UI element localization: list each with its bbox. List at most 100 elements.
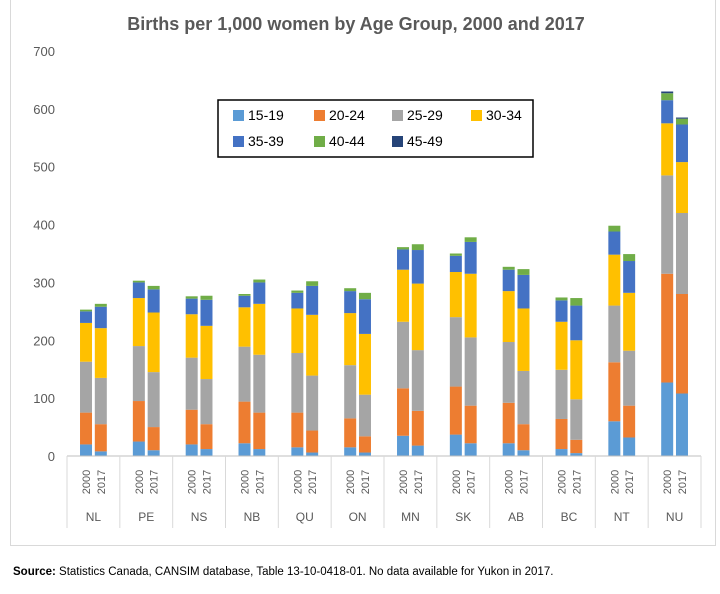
bar-segment-nl-2000-15-19 bbox=[80, 444, 93, 456]
bar-segment-pe-2000-30-34 bbox=[132, 298, 145, 347]
bar-segment-mn-2000-15-19 bbox=[397, 435, 410, 456]
bar-segment-mn-2000-20-24 bbox=[397, 388, 410, 436]
bar-segment-ab-2017-25-29 bbox=[517, 370, 530, 425]
bar-segment-ns-2000-40-44 bbox=[185, 296, 198, 299]
legend-label: 35-39 bbox=[248, 133, 284, 149]
bar-segment-nb-2000-20-24 bbox=[238, 401, 251, 444]
x-tick-label-year: 2017 bbox=[413, 470, 425, 494]
x-tick-label-year: 2017 bbox=[624, 470, 636, 494]
bar-segment-mn-2017-25-29 bbox=[411, 350, 424, 411]
bar-segment-on-2000-35-39 bbox=[344, 291, 357, 314]
x-tick-label-year: 2000 bbox=[504, 470, 516, 494]
bar-segment-qu-2017-40-44 bbox=[306, 281, 319, 286]
bar-segment-sk-2017-35-39 bbox=[464, 241, 477, 274]
bar-segment-nu-2017-40-44 bbox=[675, 118, 688, 125]
bar-segment-nb-2000-30-34 bbox=[238, 307, 251, 347]
x-tick-label-year: 2017 bbox=[307, 470, 319, 494]
x-tick-label-year: 2017 bbox=[254, 470, 266, 494]
bar-segment-bc-2000-35-39 bbox=[555, 300, 568, 322]
bar-segment-nt-2000-25-29 bbox=[608, 305, 621, 363]
bar-segment-on-2000-20-24 bbox=[344, 418, 357, 448]
bar-segment-nl-2017-20-24 bbox=[94, 424, 107, 452]
x-tick-label-year: 2000 bbox=[451, 470, 463, 494]
bar-segment-ns-2000-30-34 bbox=[185, 314, 198, 358]
bar-segment-mn-2000-35-39 bbox=[397, 249, 410, 270]
bar-segment-ab-2000-15-19 bbox=[502, 443, 515, 456]
bar-segment-bc-2017-20-24 bbox=[570, 439, 583, 454]
bar-segment-pe-2017-40-44 bbox=[147, 285, 160, 290]
bar-segment-ns-2017-35-39 bbox=[200, 299, 213, 326]
legend-swatch bbox=[392, 110, 403, 121]
bar-segment-nu-2000-15-19 bbox=[661, 382, 674, 456]
legend-label: 15-19 bbox=[248, 107, 284, 123]
bar-segment-nu-2017-15-19 bbox=[675, 393, 688, 456]
x-tick-label-year: 2000 bbox=[345, 470, 357, 494]
bar-segment-on-2017-15-19 bbox=[358, 452, 371, 456]
y-tick-label: 600 bbox=[33, 102, 55, 117]
bar-segment-on-2017-40-44 bbox=[358, 292, 371, 300]
bar-segment-ns-2017-40-44 bbox=[200, 295, 213, 300]
bar-segment-nl-2000-35-39 bbox=[80, 311, 93, 323]
bar-segment-ab-2000-30-34 bbox=[502, 291, 515, 343]
bar-segment-qu-2017-15-19 bbox=[306, 452, 319, 456]
bar-segment-ab-2017-30-34 bbox=[517, 308, 530, 371]
bar-segment-nl-2017-25-29 bbox=[94, 377, 107, 425]
bar-segment-nb-2000-15-19 bbox=[238, 443, 251, 456]
legend-label: 45-49 bbox=[407, 133, 443, 149]
x-tick-label-year: 2017 bbox=[677, 470, 689, 494]
x-tick-label-year: 2000 bbox=[292, 470, 304, 494]
bar-segment-mn-2017-40-44 bbox=[411, 244, 424, 251]
bar-segment-ab-2000-40-44 bbox=[502, 266, 515, 270]
bar-segment-mn-2017-30-34 bbox=[411, 283, 424, 351]
bar-segment-on-2000-15-19 bbox=[344, 447, 357, 456]
bar-segment-nb-2000-35-39 bbox=[238, 295, 251, 308]
x-group-label: QU bbox=[296, 510, 314, 524]
bar-segment-sk-2017-25-29 bbox=[464, 337, 477, 406]
x-tick-label-year: 2000 bbox=[662, 470, 674, 494]
bar-segment-ab-2000-35-39 bbox=[502, 269, 515, 292]
x-tick-label-year: 2000 bbox=[557, 470, 569, 494]
y-tick-label: 500 bbox=[33, 160, 55, 175]
bar-segment-nt-2000-40-44 bbox=[608, 225, 621, 232]
bar-segment-qu-2000-15-19 bbox=[291, 447, 304, 456]
bar-segment-bc-2000-25-29 bbox=[555, 369, 568, 419]
bar-segment-ab-2000-20-24 bbox=[502, 402, 515, 444]
bar-segment-pe-2000-20-24 bbox=[132, 401, 145, 442]
bar-segment-nb-2017-35-39 bbox=[253, 282, 266, 304]
bar-segment-ns-2017-15-19 bbox=[200, 449, 213, 456]
bar-segment-nb-2017-30-34 bbox=[253, 303, 266, 355]
bar-segment-sk-2000-20-24 bbox=[449, 386, 462, 435]
bar-segment-nu-2017-20-24 bbox=[675, 294, 688, 394]
bar-segment-nu-2017-25-29 bbox=[675, 213, 688, 294]
x-tick-label-year: 2000 bbox=[609, 470, 621, 494]
bar-segment-nl-2017-40-44 bbox=[94, 303, 107, 307]
source-note: Source: Statistics Canada, CANSIM databa… bbox=[13, 566, 553, 578]
bar-segment-qu-2017-30-34 bbox=[306, 314, 319, 376]
stacked-bar-chart: Births per 1,000 women by Age Group, 200… bbox=[33, 14, 702, 528]
bar-segment-on-2017-35-39 bbox=[358, 299, 371, 334]
bar-segment-sk-2017-40-44 bbox=[464, 237, 477, 242]
x-tick-label-year: 2017 bbox=[149, 470, 161, 494]
legend-label: 30-34 bbox=[486, 107, 522, 123]
bar-segment-sk-2000-30-34 bbox=[449, 272, 462, 318]
bar-segment-nt-2000-35-39 bbox=[608, 231, 621, 255]
bar-segment-ns-2000-35-39 bbox=[185, 298, 198, 315]
bar-segment-ns-2017-25-29 bbox=[200, 379, 213, 425]
y-tick-label: 200 bbox=[33, 333, 55, 348]
bar-segment-sk-2017-15-19 bbox=[464, 443, 477, 456]
bar-segment-nl-2017-15-19 bbox=[94, 451, 107, 456]
bar-segment-ab-2017-35-39 bbox=[517, 274, 530, 309]
bar-segment-sk-2000-40-44 bbox=[449, 253, 462, 256]
bar-segment-on-2017-30-34 bbox=[358, 333, 371, 395]
bar-segment-mn-2000-30-34 bbox=[397, 269, 410, 322]
bar-segment-on-2000-25-29 bbox=[344, 365, 357, 419]
legend-label: 25-29 bbox=[407, 107, 443, 123]
y-tick-label: 0 bbox=[48, 449, 55, 464]
source-text: Statistics Canada, CANSIM database, Tabl… bbox=[59, 566, 554, 578]
bar-segment-sk-2000-25-29 bbox=[449, 317, 462, 387]
bar-segment-ab-2000-25-29 bbox=[502, 342, 515, 403]
bar-segment-nu-2017-45-49 bbox=[675, 117, 688, 119]
bar-segment-nl-2017-30-34 bbox=[94, 328, 107, 378]
bar-segment-mn-2017-35-39 bbox=[411, 250, 424, 284]
